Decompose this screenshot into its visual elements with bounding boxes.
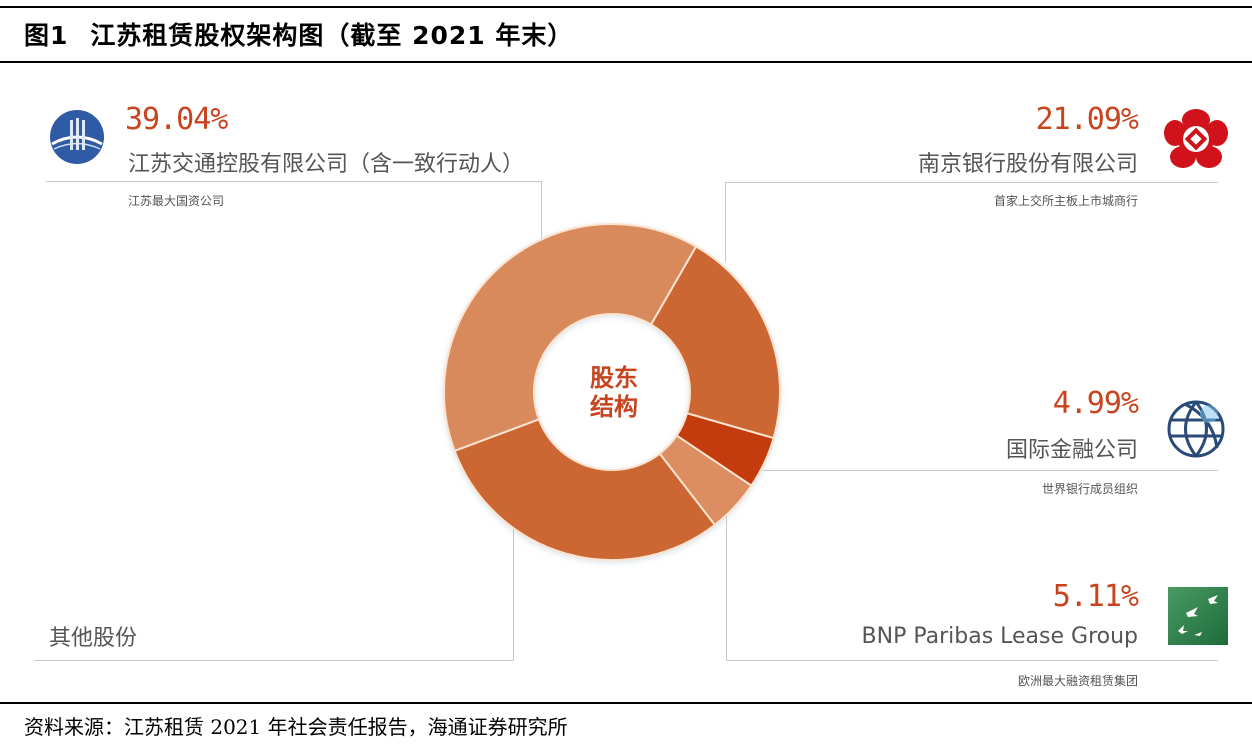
- connector-line-bottom-left-h: [34, 660, 514, 661]
- connector-line-top-left-v: [541, 181, 542, 261]
- shareholder-pct-ifc: 4.99%: [1052, 386, 1139, 421]
- segment-jiangsu-communications: [442, 223, 698, 453]
- connector-line-mid-right-h: [763, 470, 1218, 471]
- shareholder-name-others: 其他股份: [49, 626, 138, 651]
- bnp-paribas-logo-icon: [1168, 587, 1228, 645]
- connector-line-top-right-v: [725, 182, 726, 262]
- source-note: 资料来源：江苏租赁 2021 年社会责任报告，海通证券研究所: [24, 715, 568, 739]
- segment-bank-of-nanjing: [649, 245, 781, 440]
- shareholder-note-bnp: 欧洲最大融资租赁集团: [1017, 674, 1138, 688]
- figure-title: 图1 江苏租赁股权架构图（截至 2021 年末）: [24, 16, 573, 52]
- connector-line-bottom-right-v: [726, 505, 727, 660]
- connector-line-bottom-right-h: [726, 660, 1218, 661]
- jiangsu-communications-logo-icon: [50, 110, 104, 164]
- top-rule: [0, 6, 1252, 8]
- footer-rule: [0, 702, 1252, 704]
- shareholder-pct-bnp: 5.11%: [1052, 579, 1139, 614]
- shareholder-pct-nanjing: 21.09%: [1035, 102, 1139, 137]
- shareholder-name-ifc: 国际金融公司: [1005, 438, 1138, 463]
- shareholder-name-jiangsu: 江苏交通控股有限公司（含一致行动人）: [128, 152, 525, 177]
- connector-line-top-right-h: [725, 182, 1218, 183]
- shareholder-name-bnp: BNP Paribas Lease Group: [861, 624, 1138, 649]
- shareholder-pct-jiangsu: 39.04%: [125, 102, 228, 137]
- shareholder-note-ifc: 世界银行成员组织: [1041, 482, 1138, 496]
- world-bank-globe-icon: [1167, 400, 1225, 458]
- connector-line-bottom-left-v: [513, 525, 514, 660]
- center-label-line1: 股东: [590, 364, 638, 392]
- bank-of-nanjing-logo-icon: [1164, 109, 1228, 168]
- shareholder-name-nanjing: 南京银行股份有限公司: [917, 152, 1138, 177]
- center-label-line2: 结构: [590, 393, 638, 421]
- figure-title-text: 江苏租赁股权架构图（截至 2021 年末）: [90, 21, 574, 50]
- donut-center-label: 股东 结构: [572, 364, 656, 422]
- segment-others: [453, 418, 717, 561]
- connector-line-top-left-h: [46, 181, 542, 182]
- figure-label: 图1: [24, 21, 69, 50]
- shareholder-note-nanjing: 首家上交所主板上市城商行: [993, 194, 1138, 208]
- title-rule: [0, 61, 1252, 63]
- shareholder-note-jiangsu: 江苏最大国资公司: [128, 194, 225, 208]
